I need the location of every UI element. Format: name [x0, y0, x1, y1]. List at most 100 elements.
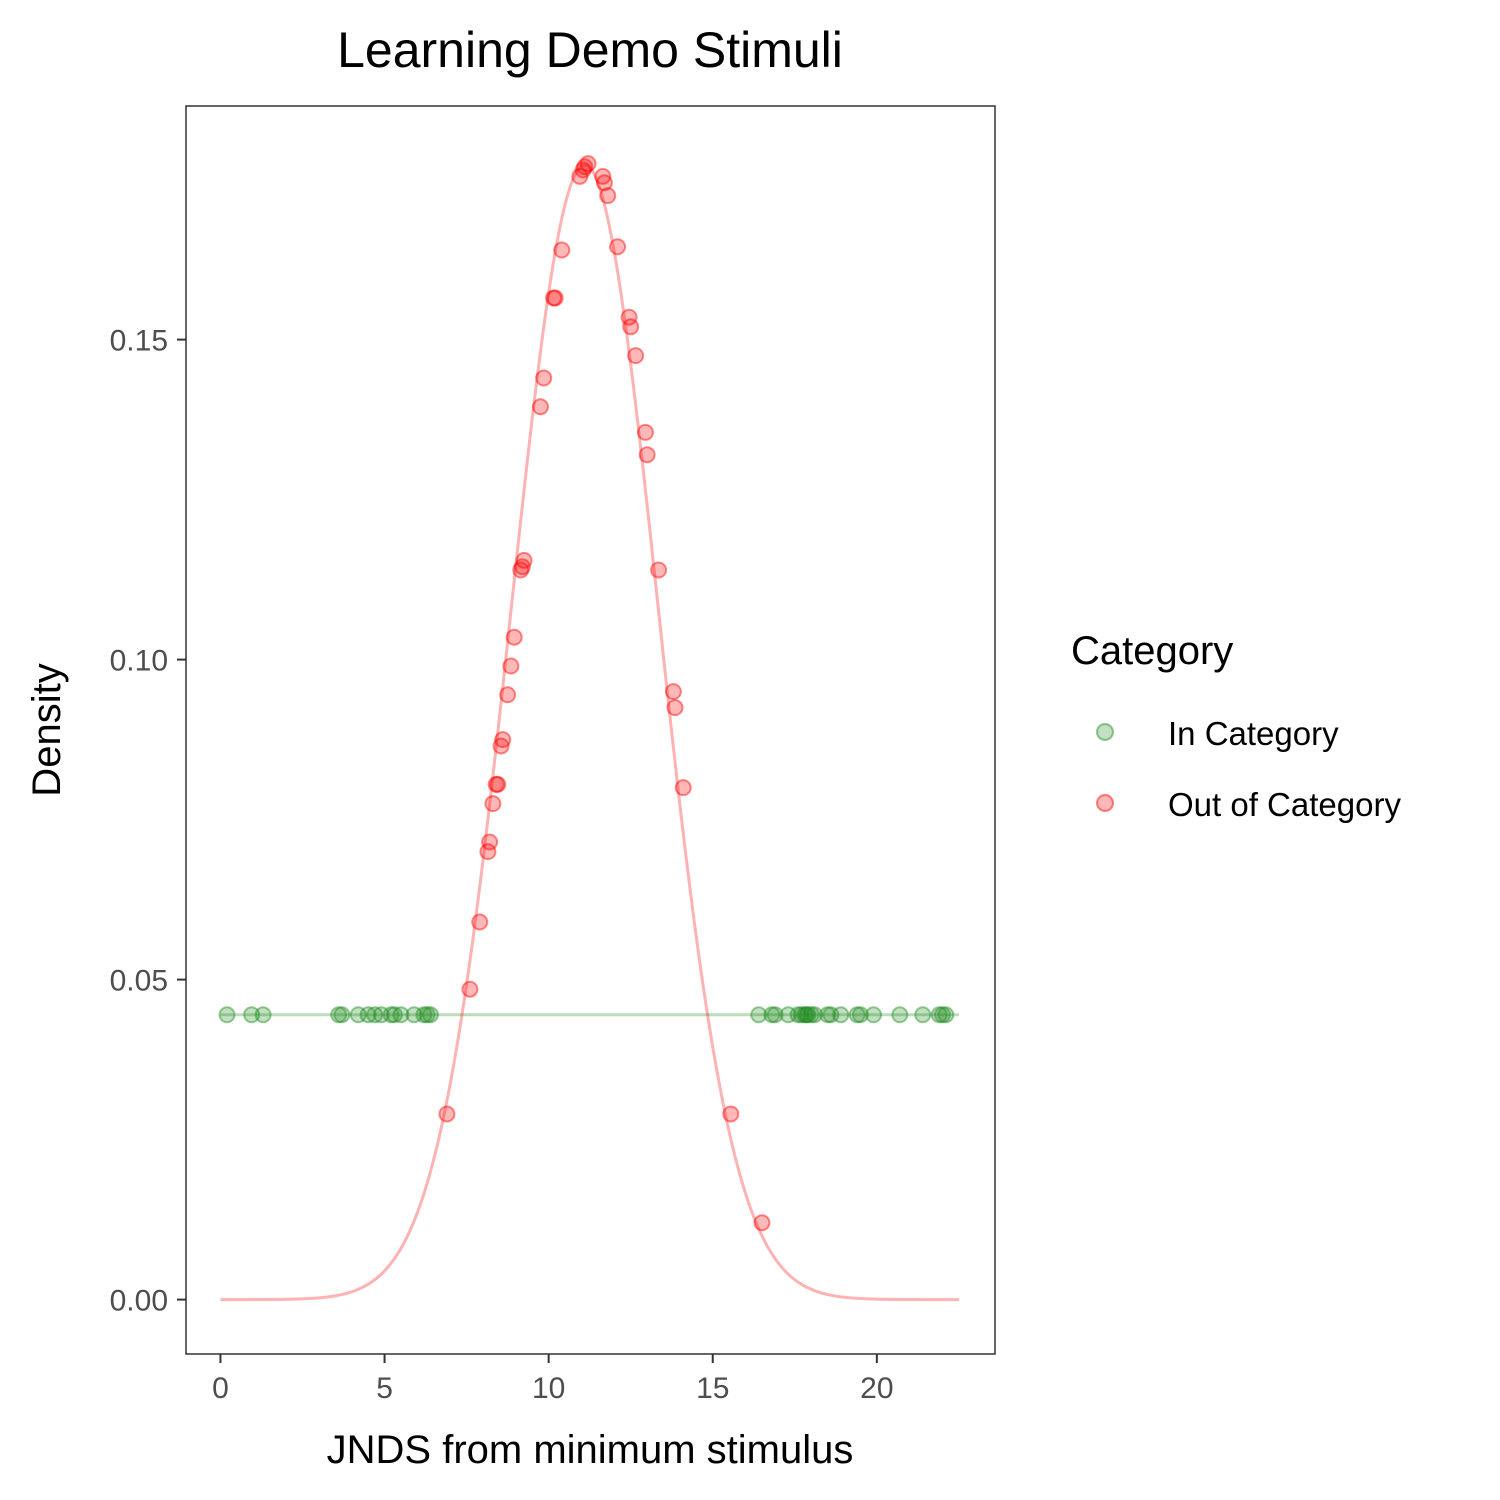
- data-point-out-of-category: [599, 187, 617, 205]
- data-point-in-category: [779, 1006, 797, 1024]
- data-point-out-of-category: [638, 446, 656, 464]
- y-tick-label: 0.15: [110, 325, 168, 358]
- data-point-in-category: [832, 1006, 850, 1024]
- data-point-in-category: [422, 1006, 440, 1024]
- legend-item-in-category: In Category: [1095, 715, 1339, 752]
- series-lines: [220, 163, 959, 1302]
- data-point-in-category: [763, 1006, 781, 1024]
- data-point-out-of-category: [753, 1214, 771, 1232]
- data-point-in-category: [914, 1006, 932, 1024]
- data-point-in-category: [392, 1006, 410, 1024]
- x-tick-label: 5: [376, 1372, 393, 1405]
- data-point-in-category: [819, 1006, 837, 1024]
- data-point-out-of-category: [502, 657, 520, 675]
- y-tick-label: 0.10: [110, 645, 168, 678]
- data-point-out-of-category: [622, 318, 640, 336]
- data-point-out-of-category: [479, 843, 497, 861]
- data-point-out-of-category: [515, 551, 533, 569]
- data-point-out-of-category: [481, 833, 499, 851]
- data-point-in-category: [937, 1006, 955, 1024]
- data-point-in-category: [750, 1006, 768, 1024]
- y-axis-title: Density: [25, 663, 69, 796]
- data-point-out-of-category: [571, 167, 589, 185]
- data-point-in-category: [243, 1006, 261, 1024]
- y-axis: 0.00 0.05 0.10 0.15: [110, 325, 186, 1318]
- legend-label-in-category: In Category: [1168, 715, 1339, 752]
- data-point-out-of-category: [576, 158, 594, 176]
- data-point-out-of-category: [461, 980, 479, 998]
- data-point-in-category: [405, 1006, 423, 1024]
- data-point-out-of-category: [438, 1105, 456, 1123]
- plot-area: [185, 105, 996, 1355]
- data-point-out-of-category: [664, 683, 682, 701]
- data-point-out-of-category: [512, 561, 530, 579]
- data-point-in-category: [848, 1006, 866, 1024]
- data-point-out-of-category: [722, 1105, 740, 1123]
- data-point-out-of-category: [579, 155, 597, 173]
- data-point-in-category: [789, 1006, 807, 1024]
- y-tick-label: 0.05: [110, 965, 168, 998]
- data-point-out-of-category: [484, 795, 502, 813]
- data-point-in-category: [366, 1006, 384, 1024]
- data-point-in-category: [797, 1006, 815, 1024]
- data-point-out-of-category: [531, 398, 549, 416]
- data-point-out-of-category: [620, 308, 638, 326]
- data-point-in-category: [822, 1006, 840, 1024]
- y-tick-label: 0.00: [110, 1285, 168, 1318]
- data-point-in-category: [799, 1006, 817, 1024]
- data-point-in-category: [372, 1006, 390, 1024]
- data-point-out-of-category: [513, 558, 531, 576]
- x-tick-label: 0: [212, 1372, 229, 1405]
- x-tick-label: 20: [860, 1372, 893, 1405]
- data-point-out-of-category: [471, 913, 489, 931]
- data-point-in-category: [359, 1006, 377, 1024]
- data-point-out-of-category: [666, 699, 684, 717]
- data-point-in-category: [792, 1006, 810, 1024]
- data-point-in-category: [349, 1006, 367, 1024]
- data-point-out-of-category: [546, 289, 564, 307]
- data-point-in-category: [930, 1006, 948, 1024]
- data-point-in-category: [254, 1006, 272, 1024]
- legend: Category In Category Out of Category: [1071, 629, 1401, 823]
- data-point-in-category: [382, 1006, 400, 1024]
- series-line-out-of-category: [220, 163, 959, 1302]
- data-point-in-category: [796, 1006, 814, 1024]
- x-tick-label: 15: [696, 1372, 729, 1405]
- data-point-in-category: [933, 1006, 951, 1024]
- x-axis: 0 5 10 15 20: [212, 1354, 894, 1405]
- data-point-in-category: [415, 1006, 433, 1024]
- data-point-out-of-category: [494, 731, 512, 749]
- data-point-out-of-category: [636, 423, 654, 441]
- x-tick-label: 10: [532, 1372, 565, 1405]
- data-point-in-category: [333, 1006, 351, 1024]
- legend-key-in-category: [1095, 722, 1115, 742]
- data-point-out-of-category: [487, 775, 505, 793]
- data-point-out-of-category: [535, 369, 553, 387]
- data-point-out-of-category: [574, 161, 592, 179]
- legend-title: Category: [1071, 629, 1233, 673]
- data-point-out-of-category: [489, 775, 507, 793]
- data-point-out-of-category: [650, 561, 668, 579]
- data-point-out-of-category: [499, 686, 517, 704]
- legend-key-out-of-category: [1095, 793, 1115, 813]
- data-point-out-of-category: [609, 238, 627, 256]
- data-point-in-category: [802, 1006, 820, 1024]
- data-point-out-of-category: [545, 289, 563, 307]
- data-point-out-of-category: [492, 737, 510, 755]
- data-point-in-category: [891, 1006, 909, 1024]
- legend-label-out-of-category: Out of Category: [1168, 786, 1401, 823]
- data-point-in-category: [865, 1006, 883, 1024]
- series-points: [218, 155, 955, 1232]
- data-point-in-category: [218, 1006, 236, 1024]
- chart-title: Learning Demo Stimuli: [337, 22, 843, 78]
- data-point-out-of-category: [595, 174, 613, 192]
- data-point-out-of-category: [627, 347, 645, 365]
- data-point-in-category: [330, 1006, 348, 1024]
- data-point-out-of-category: [553, 241, 571, 259]
- data-point-out-of-category: [594, 167, 612, 185]
- data-point-in-category: [385, 1006, 403, 1024]
- plot-border: [185, 105, 996, 1355]
- legend-item-out-of-category: Out of Category: [1095, 786, 1401, 823]
- data-point-in-category: [805, 1006, 823, 1024]
